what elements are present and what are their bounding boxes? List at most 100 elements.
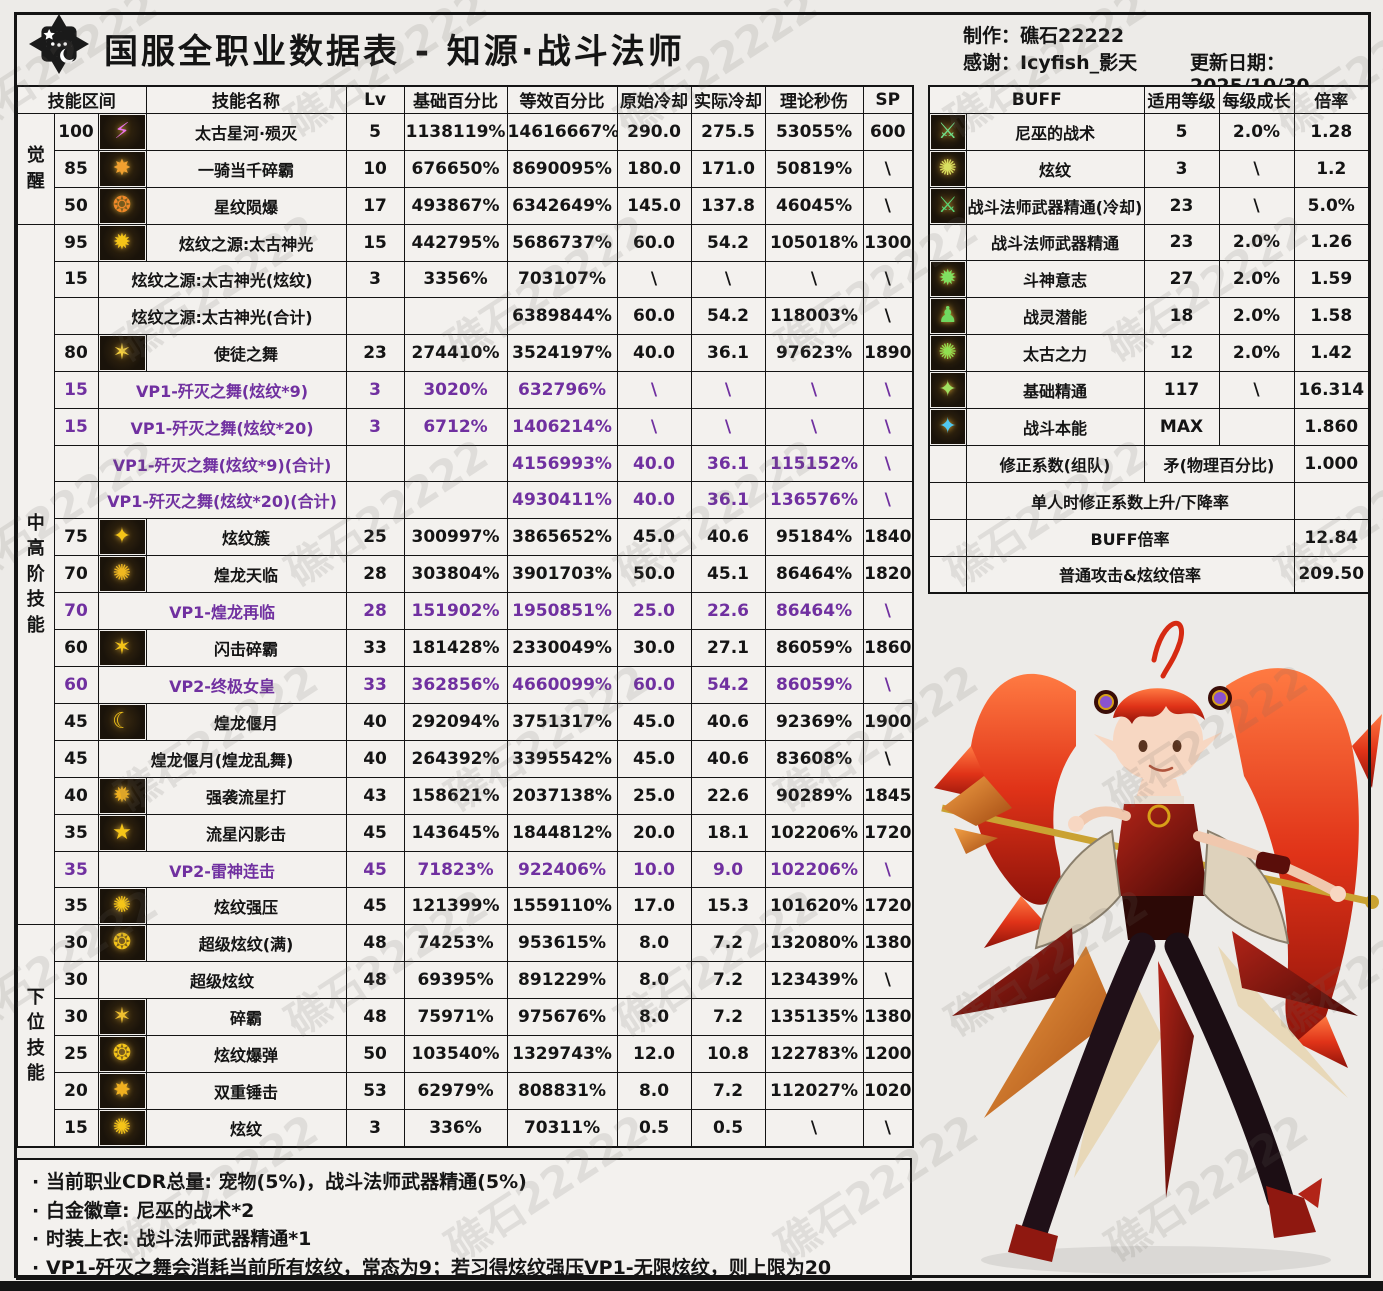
orig-cooldown-cell: 60.0 — [616, 223, 692, 262]
base-percent-cell: 71823% — [403, 850, 508, 889]
buff-icon-cell — [928, 555, 967, 594]
skill-row: VP1-歼灭之舞(炫纹*9)(合计) 4156993% 40.0 36.1 115152… — [17, 444, 914, 483]
equiv-percent-cell: 975676% — [506, 998, 618, 1037]
equiv-percent-cell: 70311% — [506, 1109, 618, 1148]
meteor-shadow-strike-icon: ★ — [99, 815, 145, 850]
sp-cell: \ — [862, 850, 914, 889]
skill-lv-cell: 10 — [345, 149, 405, 188]
buff-table-body: ⚔ 尼巫的战术 5 2.0% 1.28 ✺ 炫纹 3 \ 1.2 ⚔ 战斗法师武器精通(冷却) 23 \ 5… — [928, 112, 1370, 594]
sp-cell: 1845 — [862, 776, 914, 815]
dps-cell: 86059% — [764, 666, 864, 704]
buff-icon-cell — [928, 223, 967, 262]
skill-range-cell: 15 — [53, 407, 99, 446]
equiv-percent-cell: 3901703% — [506, 555, 618, 594]
equiv-percent-cell: 8690095% — [506, 149, 618, 188]
buff-growth-cell: 2.0% — [1218, 223, 1295, 262]
note-line: · 当前职业CDR总量: 宠物(5%)，战斗法师武器精通(5%) — [32, 1168, 896, 1197]
dps-cell: 102206% — [764, 850, 864, 889]
skill-icon-cell: ✸ — [97, 149, 147, 188]
basic-mastery-icon: ✦ — [931, 373, 965, 408]
skill-icon-cell: ☾ — [97, 702, 147, 741]
buff-name-cell: 战灵潜能 — [965, 297, 1145, 336]
equiv-percent-cell: 14616667% — [506, 112, 618, 151]
base-percent-cell: 158621% — [403, 776, 508, 815]
orig-cooldown-cell: 60.0 — [616, 297, 692, 336]
real-cooldown-cell: 15.3 — [690, 887, 766, 926]
buff-name-cell: 普通攻击&炫纹倍率 — [965, 555, 1295, 594]
buff-rate-cell: 5.0% — [1293, 186, 1370, 225]
rune-source-ancient-light-icon: ✹ — [99, 225, 145, 260]
base-percent-cell: 442795% — [403, 223, 508, 262]
column-header: BUFF — [928, 85, 1145, 114]
skill-range-cell: 50 — [53, 186, 99, 225]
dps-cell: 97623% — [764, 334, 864, 373]
sp-cell: \ — [862, 1109, 914, 1148]
skill-name-cell: 炫纹簇 — [145, 518, 347, 557]
basic-mastery-icon-glyph: ✦ — [938, 377, 957, 403]
skill-lv-cell: 48 — [345, 924, 405, 963]
sp-cell: \ — [862, 444, 914, 483]
flash-crush-icon-glyph: ✶ — [112, 635, 132, 661]
radiant-dragon-descends-icon-glyph: ✺ — [112, 561, 132, 587]
base-percent-cell: 336% — [403, 1109, 508, 1148]
orig-cooldown-cell: 50.0 — [616, 555, 692, 594]
sp-cell: \ — [862, 739, 914, 778]
buff-name-cell: 战斗法师武器精通 — [965, 223, 1145, 262]
buff-rate-cell — [1293, 482, 1370, 520]
skill-name-cell: 炫纹之源:太古神光(炫纹) — [97, 260, 347, 299]
real-cooldown-cell: 40.6 — [690, 518, 766, 557]
sp-cell: 1840 — [862, 518, 914, 557]
column-header: Lv — [345, 85, 405, 114]
buff-icon-cell — [928, 482, 967, 520]
buff-growth-cell — [1218, 408, 1295, 447]
skill-name-cell: 双重锤击 — [145, 1072, 347, 1111]
skill-range-cell — [53, 481, 99, 520]
battle-instinct-icon-glyph: ✦ — [938, 414, 957, 440]
real-cooldown-cell: 137.8 — [690, 186, 766, 225]
skill-lv-cell: 45 — [345, 850, 405, 889]
dps-cell: \ — [764, 260, 864, 299]
buff-level-cell: 117 — [1143, 371, 1220, 410]
skill-name-cell: 流星闪影击 — [145, 813, 347, 852]
column-header: 理论秒伤 — [764, 85, 864, 114]
skill-lv-cell — [345, 481, 405, 520]
buff-name-cell: 战斗本能 — [965, 408, 1145, 447]
dps-cell: 90289% — [764, 776, 864, 815]
base-percent-cell: 69395% — [403, 961, 508, 1000]
battle-instinct-icon: ✦ — [931, 410, 965, 445]
skill-row: 25 ❂ 炫纹爆弹 50 103540% 1329743% 12.0 10.8 122783% 1… — [17, 1035, 914, 1074]
skill-icon-cell: ✺ — [928, 334, 967, 373]
rune-suppression-icon-glyph: ✺ — [112, 893, 132, 919]
star-rune-burst-icon: ❂ — [99, 188, 145, 223]
skill-lv-cell: 3 — [345, 1109, 405, 1148]
buff-level-cell: 3 — [1143, 149, 1220, 188]
buff-name-cell: 炫纹 — [965, 149, 1145, 188]
base-percent-cell: 274410% — [403, 334, 508, 373]
skill-name-cell: VP1-歼灭之舞(炫纹*20) — [97, 407, 347, 446]
real-cooldown-cell: 36.1 — [690, 444, 766, 483]
made-by-credit: 制作：礁石22222 — [963, 25, 1125, 47]
thanks-credit: 感谢：Icyfish_影天 — [963, 52, 1138, 74]
buff-row: ✦ 基础精通 117 \ 16.314 — [928, 371, 1370, 410]
buff-name-cell: 单人时修正系数上升/下降率 — [965, 482, 1295, 520]
skill-lv-cell: 45 — [345, 887, 405, 926]
dps-cell: 86464% — [764, 555, 864, 594]
orig-cooldown-cell: 20.0 — [616, 813, 692, 852]
buff-data-table: BUFF 适用等级 每级成长 倍率 ⚔ 尼巫的战术 5 2.0% 1.28 ✺ 炫纹 3 \ 1.2 ⚔ 战… — [928, 85, 1370, 594]
note-bullet-icon: · — [32, 1171, 40, 1193]
equiv-percent-cell: 703107% — [506, 260, 618, 299]
buff-rate-cell: 12.84 — [1293, 518, 1370, 557]
equiv-percent-cell: 922406% — [506, 850, 618, 889]
equiv-percent-cell: 632796% — [506, 371, 618, 409]
buff-level-cell: 27 — [1143, 260, 1220, 299]
orig-cooldown-cell: 8.0 — [616, 961, 692, 1000]
skill-icon-cell: ✶ — [97, 629, 147, 668]
skill-lv-cell: 28 — [345, 555, 405, 594]
real-cooldown-cell: 7.2 — [690, 1072, 766, 1111]
skill-table-body: 觉 醒 100 ⚡ 太古星河·殒灭 5 1138119% 14616667% 290.0 275… — [16, 112, 914, 1148]
sp-cell: 1300 — [862, 223, 914, 262]
skill-icon-cell: ✺ — [97, 1109, 147, 1148]
skill-lv-cell: 40 — [345, 702, 405, 741]
base-percent-cell: 151902% — [403, 592, 508, 631]
skill-range-cell: 15 — [53, 260, 99, 299]
